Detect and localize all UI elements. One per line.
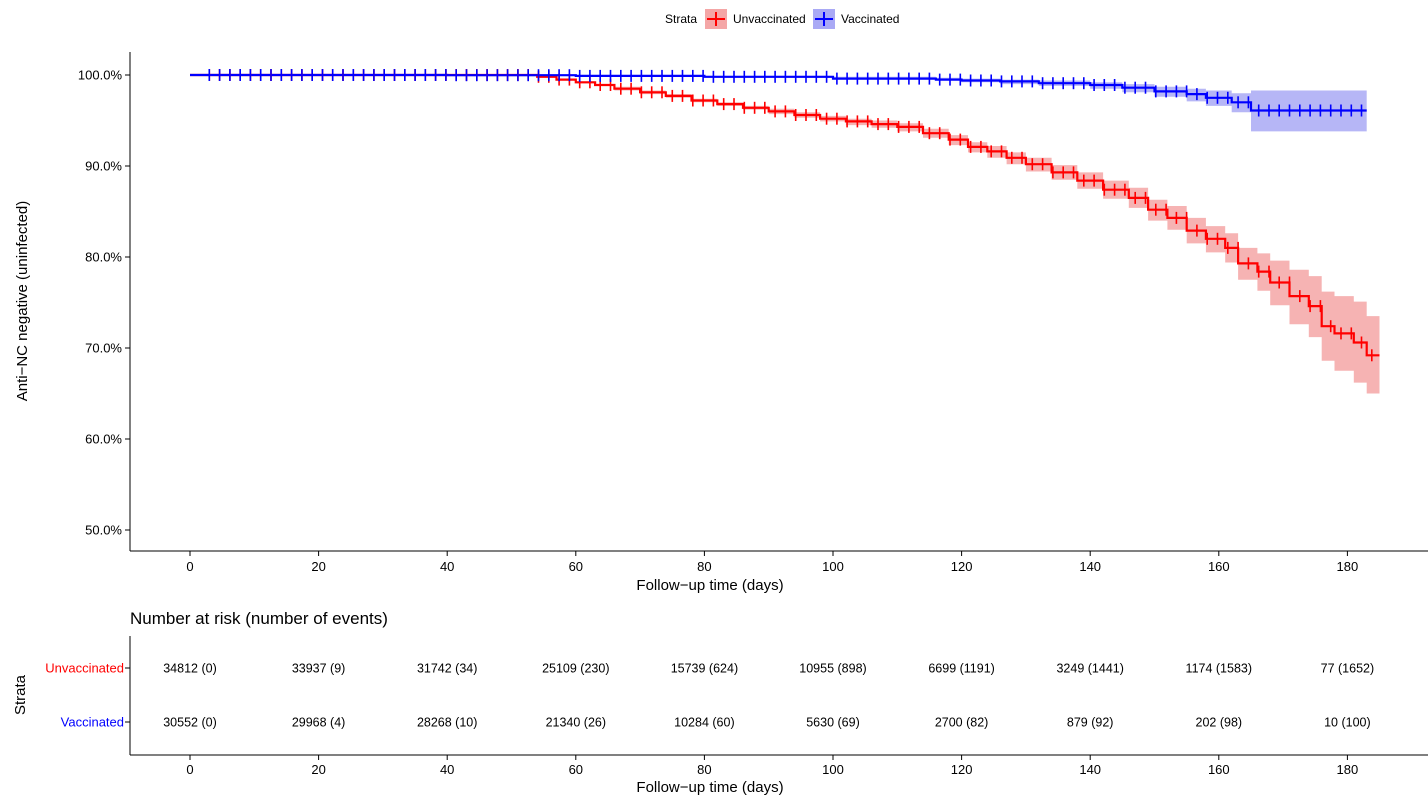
risk-cell-vaccinated: 29968 (4) [292, 716, 346, 730]
legend-label-unvaccinated: Unvaccinated [733, 12, 806, 26]
risk-x-tick-label: 20 [311, 762, 325, 777]
y-axis-ticks: 50.0% 60.0% 70.0% 80.0% 90.0% 100.0% [78, 68, 130, 538]
risk-x-tick-label: 0 [186, 762, 193, 777]
risk-x-tick-label: 160 [1208, 762, 1230, 777]
x-tick-label: 140 [1079, 559, 1101, 574]
risk-cell-unvaccinated: 25109 (230) [542, 662, 609, 676]
x-tick-label: 60 [569, 559, 583, 574]
risk-cell-unvaccinated: 1174 (1583) [1186, 662, 1253, 676]
x-tick-label: 40 [440, 559, 454, 574]
risk-cell-unvaccinated: 3249 (1441) [1056, 662, 1123, 676]
risk-cell-vaccinated: 202 (98) [1196, 716, 1243, 730]
risk-x-tick-label: 80 [697, 762, 711, 777]
risk-cell-unvaccinated: 6699 (1191) [928, 662, 995, 676]
curve-unvaccinated [190, 73, 1380, 357]
x-axis-title: Follow−up time (days) [636, 577, 783, 594]
risk-cell-vaccinated: 30552 (0) [163, 716, 217, 730]
risk-table-row-labels: Unvaccinated Vaccinated [45, 661, 130, 730]
y-tick-label: 80.0% [85, 250, 122, 265]
curve-vaccinated [190, 73, 1367, 112]
x-tick-label: 100 [822, 559, 844, 574]
risk-cell-unvaccinated: 77 (1652) [1321, 662, 1375, 676]
risk-cell-unvaccinated: 31742 (34) [417, 662, 477, 676]
risk-cell-unvaccinated: 15739 (624) [671, 662, 738, 676]
legend-title: Strata [665, 12, 697, 26]
risk-x-tick-label: 180 [1337, 762, 1359, 777]
y-tick-label: 60.0% [85, 432, 122, 447]
x-tick-label: 180 [1337, 559, 1359, 574]
x-tick-label: 160 [1208, 559, 1230, 574]
y-axis-title: Anti−NC negative (uninfected) [14, 201, 31, 402]
risk-cell-vaccinated: 10 (100) [1324, 716, 1371, 730]
risk-cell-unvaccinated: 10955 (898) [799, 662, 866, 676]
risk-cell-vaccinated: 5630 (69) [806, 716, 860, 730]
censor-marks [208, 69, 1373, 362]
risk-x-tick-label: 40 [440, 762, 454, 777]
risk-cell-vaccinated: 21340 (26) [546, 716, 606, 730]
x-axis-ticks: 0 20 40 60 80 100 120 140 160 180 [186, 551, 1358, 574]
y-tick-label: 100.0% [78, 68, 123, 83]
y-tick-label: 90.0% [85, 159, 122, 174]
x-tick-label: 80 [697, 559, 711, 574]
risk-cell-vaccinated: 2700 (82) [935, 716, 989, 730]
x-tick-label: 0 [186, 559, 193, 574]
survival-plot: 50.0% 60.0% 70.0% 80.0% 90.0% 100.0% 0 20 40 60 8… [14, 52, 1428, 594]
risk-table-cells: 34812 (0) 33937 (9) 31742 (34) 25109 (230) 1… [163, 662, 1374, 730]
ci-band-unvaccinated [190, 75, 1380, 394]
survival-curves [190, 73, 1380, 357]
risk-row-label-vaccinated: Vaccinated [61, 715, 124, 730]
risk-x-tick-label: 100 [822, 762, 844, 777]
risk-x-axis-title: Follow−up time (days) [636, 779, 783, 796]
risk-x-tick-label: 140 [1079, 762, 1101, 777]
risk-x-axis-ticks: 0 20 40 60 80 100 120 140 160 180 [186, 755, 1358, 777]
risk-y-axis-title: Strata [12, 674, 29, 715]
legend: Strata Unvaccinated Vaccinated [665, 9, 899, 29]
risk-cell-vaccinated: 28268 (10) [417, 716, 477, 730]
y-tick-label: 50.0% [85, 523, 122, 538]
risk-table: Number at risk (number of events) 34812 … [12, 609, 1428, 796]
risk-cell-vaccinated: 879 (92) [1067, 716, 1114, 730]
risk-cell-unvaccinated: 34812 (0) [163, 662, 217, 676]
risk-row-label-unvaccinated: Unvaccinated [45, 661, 124, 676]
risk-x-tick-label: 60 [569, 762, 583, 777]
risk-table-title: Number at risk (number of events) [130, 609, 388, 628]
legend-label-vaccinated: Vaccinated [841, 12, 899, 26]
risk-x-tick-label: 120 [951, 762, 973, 777]
risk-cell-vaccinated: 10284 (60) [674, 716, 734, 730]
x-tick-label: 120 [951, 559, 973, 574]
risk-cell-unvaccinated: 33937 (9) [292, 662, 346, 676]
ci-bands [190, 75, 1380, 394]
x-tick-label: 20 [311, 559, 325, 574]
y-tick-label: 70.0% [85, 341, 122, 356]
ci-band-vaccinated [190, 75, 1367, 132]
